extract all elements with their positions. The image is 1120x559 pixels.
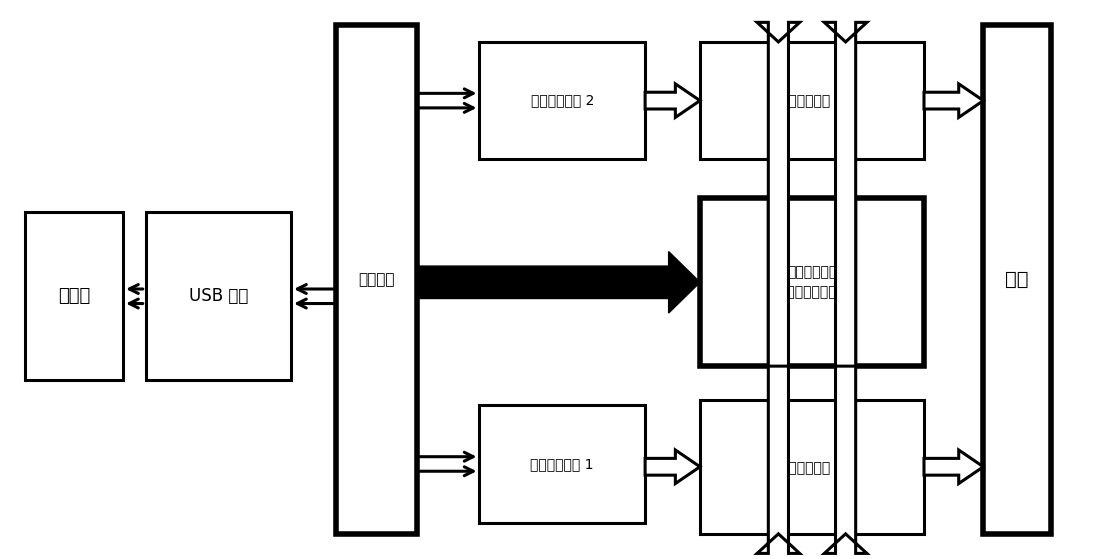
Text: 激光器驱动器 2: 激光器驱动器 2 [531, 93, 594, 108]
Bar [983, 25, 1051, 534]
Bar [479, 42, 645, 159]
Bar [700, 400, 924, 534]
Polygon shape [824, 22, 867, 366]
Polygon shape [417, 252, 700, 313]
Text: 上位机: 上位机 [58, 287, 90, 305]
Text: 水果: 水果 [1006, 270, 1028, 289]
Polygon shape [757, 22, 800, 366]
Bar [336, 25, 417, 534]
Text: 窄脉冲激光器 1: 窄脉冲激光器 1 [781, 459, 843, 474]
Bar [700, 42, 924, 159]
Text: 微控制器: 微控制器 [358, 272, 394, 287]
Polygon shape [645, 84, 700, 117]
Text: 窄脉冲激光器 2: 窄脉冲激光器 2 [781, 93, 843, 108]
Bar [25, 212, 123, 380]
Polygon shape [645, 450, 700, 484]
Text: 激光器驱动器 1: 激光器驱动器 1 [531, 457, 594, 471]
Polygon shape [924, 84, 983, 117]
Polygon shape [824, 198, 867, 553]
Polygon shape [924, 450, 983, 484]
Bar [479, 405, 645, 523]
Text: 脉冲产生器和
放大器及分时开关: 脉冲产生器和 放大器及分时开关 [778, 265, 846, 300]
Bar [700, 198, 924, 366]
Polygon shape [757, 198, 800, 553]
Bar [146, 212, 291, 380]
Text: USB 接口: USB 接口 [188, 287, 249, 305]
